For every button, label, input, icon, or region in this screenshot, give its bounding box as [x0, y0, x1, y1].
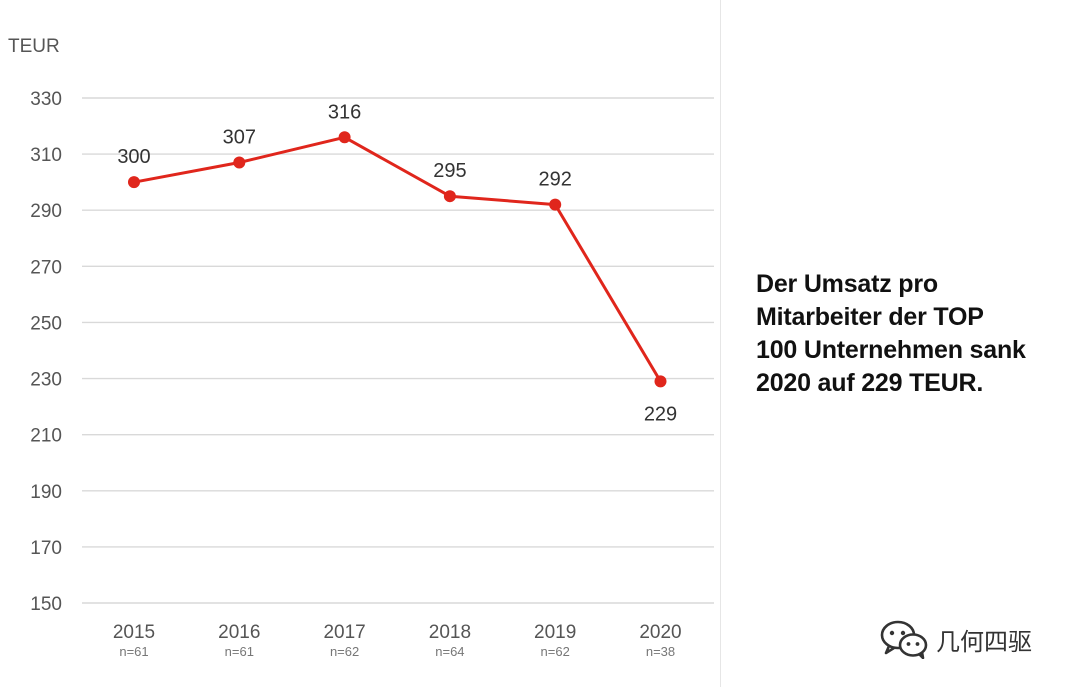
panel-divider: [720, 0, 721, 687]
data-label: 307: [223, 127, 256, 149]
y-axis-ticks: 150 170 190 210 230 250 270 290 310 330: [30, 89, 62, 615]
x-tick-label: 2017: [323, 622, 365, 643]
sample-size-label: n=64: [435, 644, 464, 659]
data-point: [128, 176, 140, 189]
data-label: 229: [644, 403, 677, 425]
y-tick-label: 290: [30, 201, 62, 222]
y-tick-label: 190: [30, 482, 62, 503]
y-tick-label: 150: [30, 594, 62, 615]
y-tick-label: 330: [30, 89, 62, 110]
x-axis-ticks: 2015n=612016n=612017n=622018n=642019n=62…: [113, 622, 682, 659]
x-tick-label: 2020: [639, 622, 681, 643]
watermark-text: 几何四驱: [936, 627, 1032, 656]
y-tick-label: 310: [30, 145, 62, 166]
summary-callout: Der Umsatz pro Mitarbeiter der TOP 100 U…: [756, 270, 1026, 397]
grid-lines: [82, 97, 714, 604]
y-axis-unit-label: TEUR: [8, 36, 60, 57]
sample-size-label: n=62: [330, 644, 359, 659]
x-tick-label: 2016: [218, 622, 260, 643]
sample-size-label: n=62: [541, 644, 570, 659]
wechat-icon: [880, 620, 928, 659]
series-line-layer: [132, 135, 662, 383]
data-point: [233, 156, 246, 169]
x-tick-label: 2019: [534, 622, 576, 643]
data-point: [443, 190, 456, 203]
data-label: 316: [328, 101, 361, 123]
y-tick-label: 250: [30, 313, 62, 334]
data-point: [338, 131, 351, 144]
sample-size-label: n=61: [225, 644, 254, 659]
data-point: [654, 375, 667, 388]
data-label: 295: [433, 160, 466, 182]
y-tick-label: 210: [30, 426, 62, 447]
data-labels: 300 307 316 295 292 229: [117, 101, 677, 425]
sample-size-label: n=61: [119, 644, 148, 659]
data-points: [128, 131, 667, 388]
watermark: 几何四驱: [880, 618, 1032, 660]
y-tick-label: 170: [30, 538, 62, 559]
x-tick-label: 2015: [113, 622, 155, 643]
y-tick-label: 230: [30, 370, 62, 391]
data-label: 292: [539, 169, 572, 191]
y-tick-label: 270: [30, 257, 62, 278]
data-point: [549, 198, 562, 211]
x-tick-label: 2018: [429, 622, 471, 643]
series-line: [132, 135, 662, 383]
sample-size-label: n=38: [646, 644, 675, 659]
data-label: 300: [117, 146, 150, 168]
